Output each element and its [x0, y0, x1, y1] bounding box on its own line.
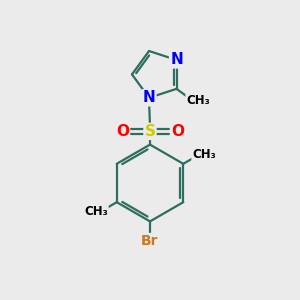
Text: Br: Br [141, 234, 159, 248]
Text: N: N [170, 52, 183, 68]
Text: CH₃: CH₃ [192, 148, 216, 160]
Text: CH₃: CH₃ [186, 94, 210, 107]
Text: CH₃: CH₃ [84, 206, 108, 218]
Text: O: O [171, 124, 184, 139]
Text: S: S [145, 124, 155, 139]
Text: O: O [116, 124, 129, 139]
Text: N: N [142, 90, 155, 105]
